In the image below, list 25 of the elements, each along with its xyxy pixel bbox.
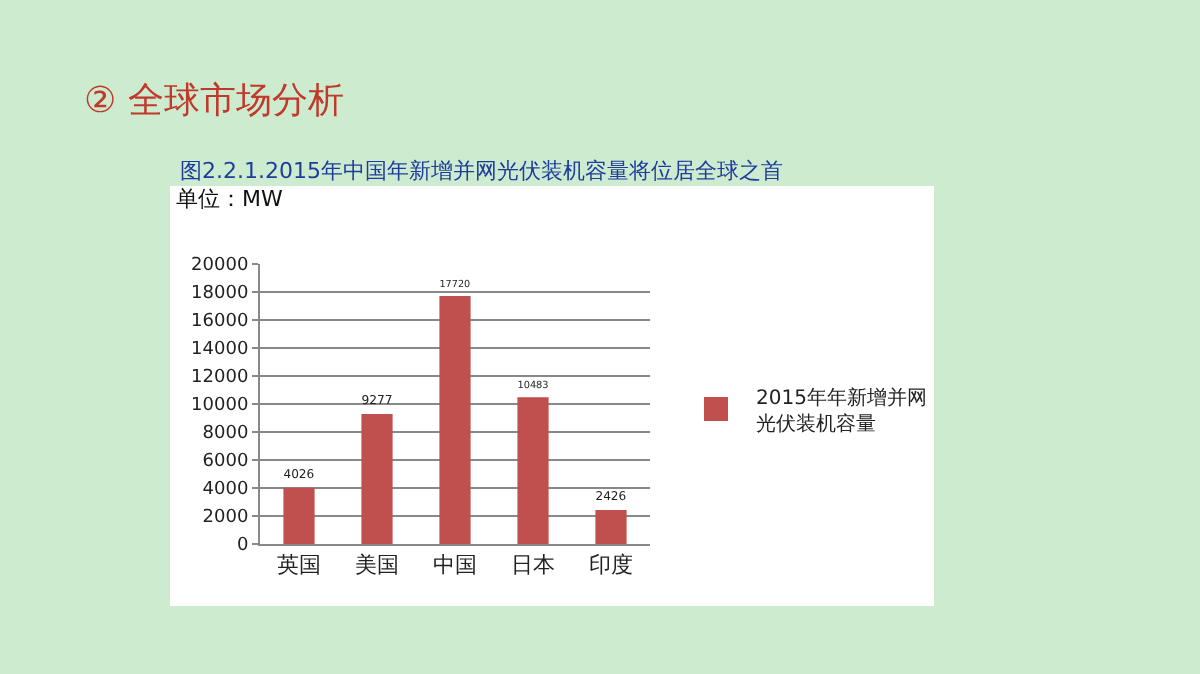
y-tick-label: 12000 <box>191 368 249 389</box>
y-tick-label: 18000 <box>191 284 249 305</box>
x-tick-label: 日本 <box>511 552 555 579</box>
legend-label: 2015年年新增并网光伏装机容量 <box>756 385 927 436</box>
y-axis-title: 单位：MW <box>176 186 283 212</box>
bar <box>361 414 393 544</box>
chart-title: ② 全球市场分析 <box>84 80 344 122</box>
y-tick-label: 20000 <box>191 256 249 277</box>
y-tick-label: 14000 <box>191 340 249 361</box>
bar <box>439 295 471 544</box>
y-tick-label: 2000 <box>202 508 249 529</box>
y-tick-label: 8000 <box>202 424 249 445</box>
y-tick-label: 4000 <box>202 480 249 501</box>
y-tick-label: 10000 <box>191 396 249 417</box>
x-tick-label: 印度 <box>589 552 633 579</box>
bar <box>517 397 549 544</box>
bar <box>595 510 627 544</box>
x-tick-label: 美国 <box>355 552 399 579</box>
y-tick-label: 16000 <box>191 312 249 333</box>
y-tick-label: 0 <box>236 536 249 557</box>
y-tick-label: 6000 <box>202 452 249 473</box>
chart-subtitle: 图2.2.1.2015年中国年新增并网光伏装机容量将位居全球之首 <box>180 158 783 184</box>
bar <box>283 487 315 544</box>
x-tick-label: 中国 <box>433 552 477 579</box>
x-tick-label: 英国 <box>277 552 321 579</box>
